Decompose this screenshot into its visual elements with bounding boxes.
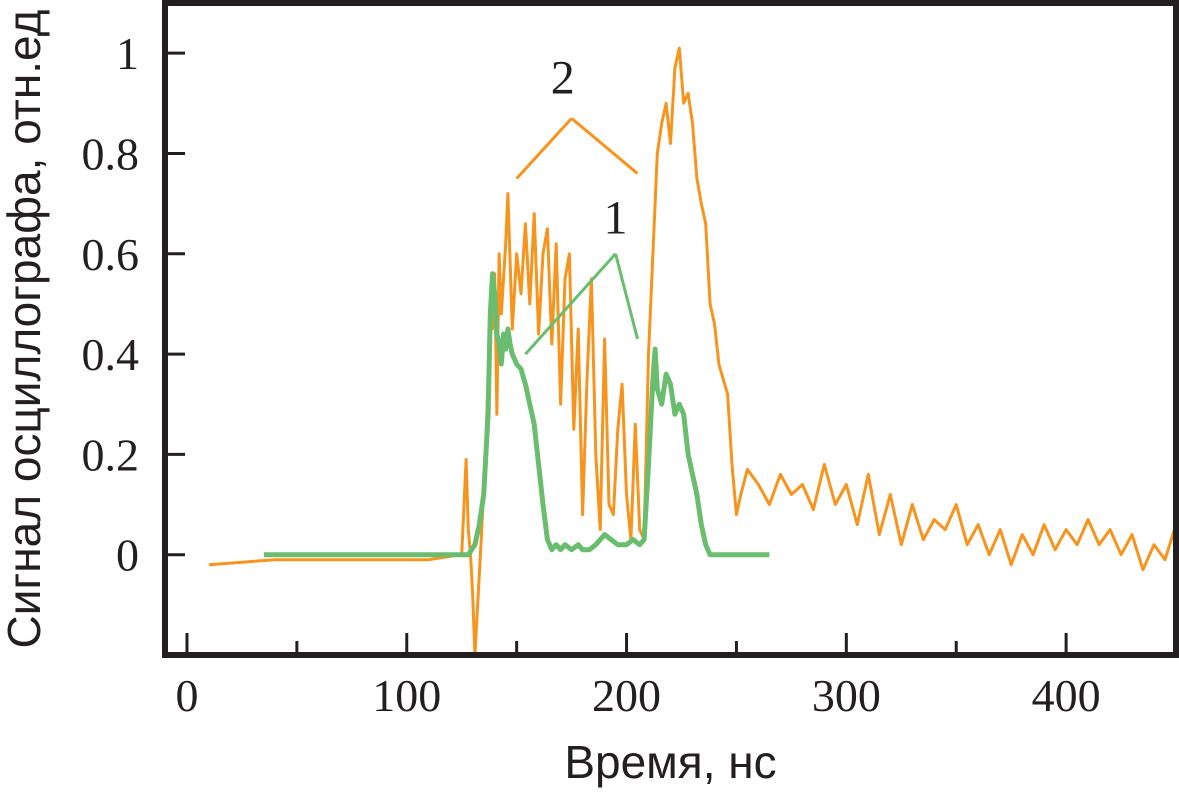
series-layer (208, 46, 1178, 657)
y-axis-title: Сигнал осциллографа, отн.ед (0, 9, 50, 648)
x-tick-label: 0 (175, 670, 198, 721)
annotation-leader-line (515, 117, 573, 180)
annotation-leader-line (614, 253, 639, 340)
x-axis-title: Время, нс (564, 736, 776, 788)
tick-layer: 0 100 200 300 400 0 0.2 0.4 0.6 0.8 1 (82, 28, 1101, 721)
y-tick-label: 0.8 (82, 128, 140, 179)
y-tick-label: 1 (116, 28, 139, 79)
y-tick-label: 0.4 (82, 329, 140, 380)
series-1-line (263, 271, 770, 558)
y-tick-label: 0 (116, 530, 139, 581)
plot-frame (162, 0, 1179, 658)
annotation-layer: 21 (515, 51, 639, 356)
x-tick-label: 100 (372, 670, 441, 721)
y-tick-label: 0.2 (82, 429, 140, 480)
series-annotation-label: 1 (604, 192, 628, 245)
annotation-leader-line (570, 117, 639, 175)
x-tick-label: 400 (1032, 670, 1101, 721)
x-tick-label: 200 (592, 670, 661, 721)
x-tick-label: 300 (812, 670, 881, 721)
annotation-leader-line (524, 252, 617, 356)
y-tick-label: 0.6 (82, 229, 140, 280)
series-2-line (208, 46, 1178, 657)
series-annotation-label: 2 (551, 51, 575, 104)
